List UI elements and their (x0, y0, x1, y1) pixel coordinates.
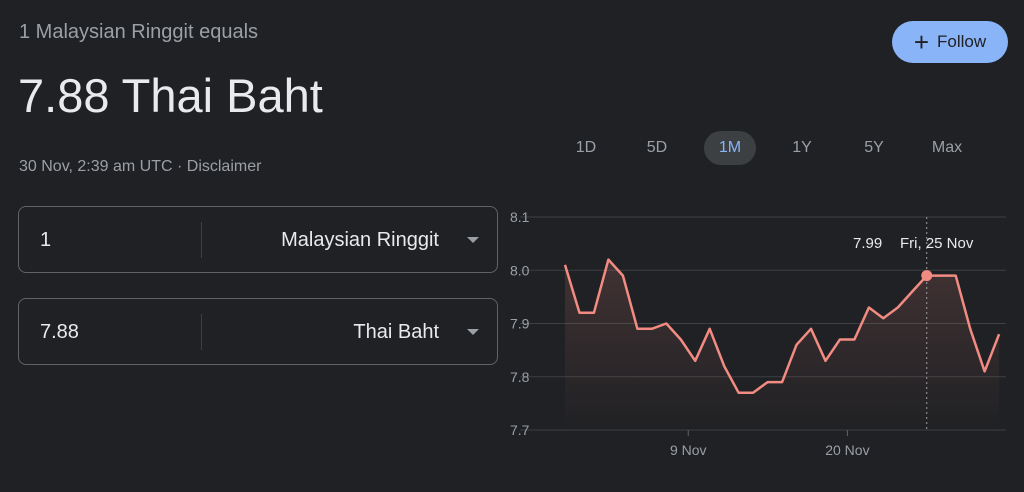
range-tab-max[interactable]: Max (931, 139, 963, 156)
y-tick-label: 7.8 (510, 369, 530, 385)
dropdown-caret-icon[interactable] (467, 329, 479, 335)
to-currency-row: 7.88 Thai Baht (18, 298, 498, 365)
range-tab-5d[interactable]: 5D (646, 139, 668, 156)
separator: · (172, 158, 187, 175)
divider (201, 314, 202, 350)
timestamp: 30 Nov, 2:39 am UTC (19, 158, 173, 175)
range-tab-5y[interactable]: 5Y (864, 139, 884, 156)
to-amount-input[interactable]: 7.88 (40, 321, 79, 343)
divider (201, 222, 202, 258)
timestamp-line: 30 Nov, 2:39 am UTC · Disclaimer (19, 158, 261, 176)
from-currency-select[interactable]: Malaysian Ringgit (281, 229, 439, 251)
y-tick-label: 8.1 (510, 209, 530, 225)
range-tab-1y[interactable]: 1Y (792, 139, 812, 156)
follow-label: Follow (937, 32, 987, 51)
hover-point (921, 270, 933, 282)
x-tick-label: 9 Nov (670, 442, 707, 458)
exchange-rate-chart[interactable]: 8.1 8.0 7.9 7.8 7.7 9 Nov 20 Nov 7.99 Fri, 25 No… (510, 200, 1024, 470)
range-tab-1d[interactable]: 1D (575, 139, 597, 156)
chart-area-fill (565, 259, 1000, 430)
y-tick-label: 7.7 (510, 422, 530, 438)
hover-value: 7.99 (853, 235, 882, 252)
range-tab-1m[interactable]: 1M (704, 131, 756, 165)
follow-button[interactable]: + Follow (892, 21, 1008, 63)
conversion-subtitle: 1 Malaysian Ringgit equals (19, 21, 259, 43)
x-tick-label: 20 Nov (825, 442, 869, 458)
disclaimer-link[interactable]: Disclaimer (186, 158, 262, 175)
y-tick-label: 7.9 (510, 316, 530, 332)
conversion-result: 7.88 Thai Baht (18, 69, 323, 122)
plus-icon: + (913, 27, 930, 57)
from-currency-row: 1 Malaysian Ringgit (18, 206, 498, 273)
from-amount-input[interactable]: 1 (40, 229, 52, 251)
hover-date: Fri, 25 Nov (900, 235, 974, 252)
dropdown-caret-icon[interactable] (467, 237, 479, 243)
to-currency-select[interactable]: Thai Baht (353, 321, 439, 343)
y-tick-label: 8.0 (510, 262, 530, 278)
